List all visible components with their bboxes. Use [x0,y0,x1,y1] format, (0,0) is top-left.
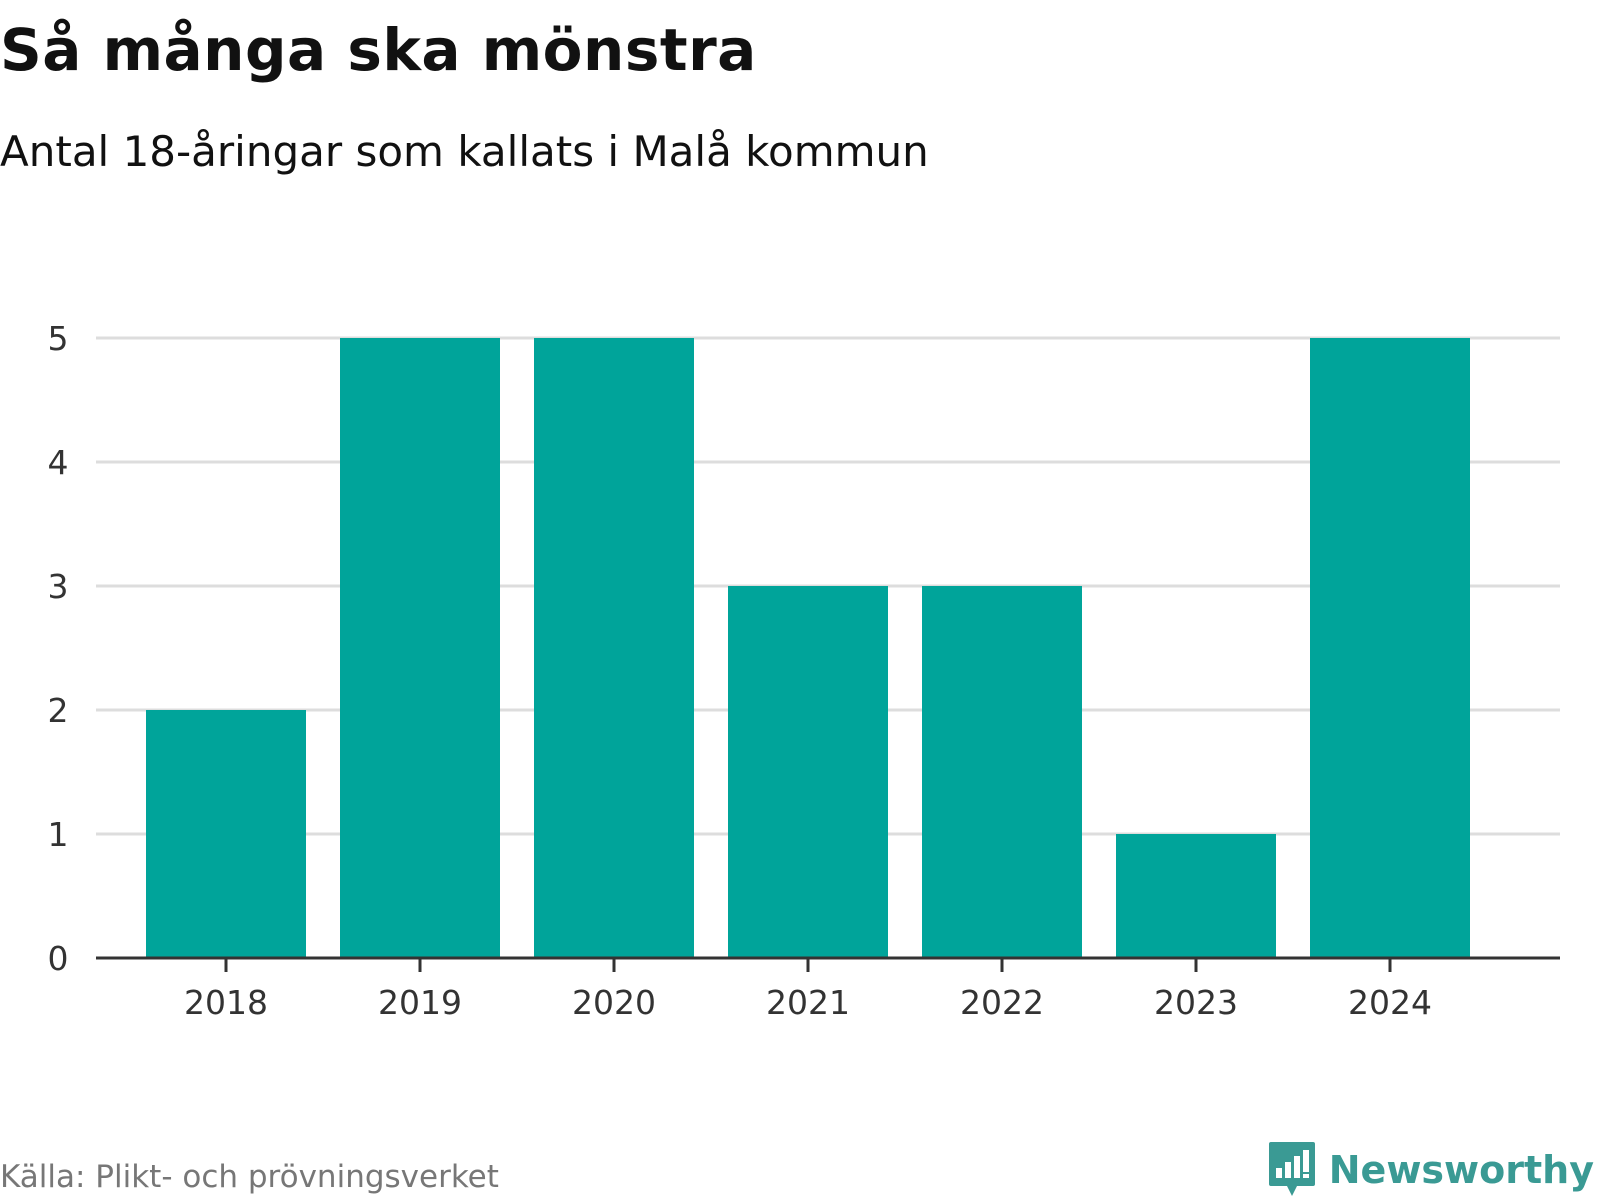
y-tick-label: 1 [48,815,69,854]
newsworthy-logo-icon [1268,1142,1315,1196]
bar-2023 [1116,834,1276,958]
bar-2020 [534,338,694,958]
bar-2019 [340,338,500,958]
x-tick-label: 2023 [1154,983,1238,1022]
source-note: Källa: Plikt- och prövningsverket [0,1159,499,1195]
y-tick-label: 3 [48,567,69,606]
chart-subtitle: Antal 18-åringar som kallats i Malå komm… [0,127,929,176]
x-tick-label: 2021 [766,983,850,1022]
x-tick-label: 2022 [960,983,1044,1022]
bar-2024 [1310,338,1470,958]
x-tick-label: 2024 [1348,983,1432,1022]
x-tick-label: 2019 [378,983,462,1022]
x-tick-label: 2020 [572,983,656,1022]
bar-2021 [728,586,888,958]
y-tick-label: 4 [48,443,69,482]
bar-2018 [146,710,306,958]
y-tick-label: 2 [48,691,69,730]
bar-2022 [922,586,1082,958]
brand-name: Newsworthy [1328,1148,1594,1192]
bars [146,338,1470,958]
axes: 0 1 2 3 4 5 2018 2019 2020 2021 2022 2023 2024 [48,319,1560,1022]
brand-logo: Newsworthy [1267,1140,1594,1200]
y-tick-label: 0 [48,939,69,978]
chart-title: Så många ska mönstra [0,16,757,84]
x-tick-label: 2018 [184,983,268,1022]
y-tick-label: 5 [48,319,69,358]
